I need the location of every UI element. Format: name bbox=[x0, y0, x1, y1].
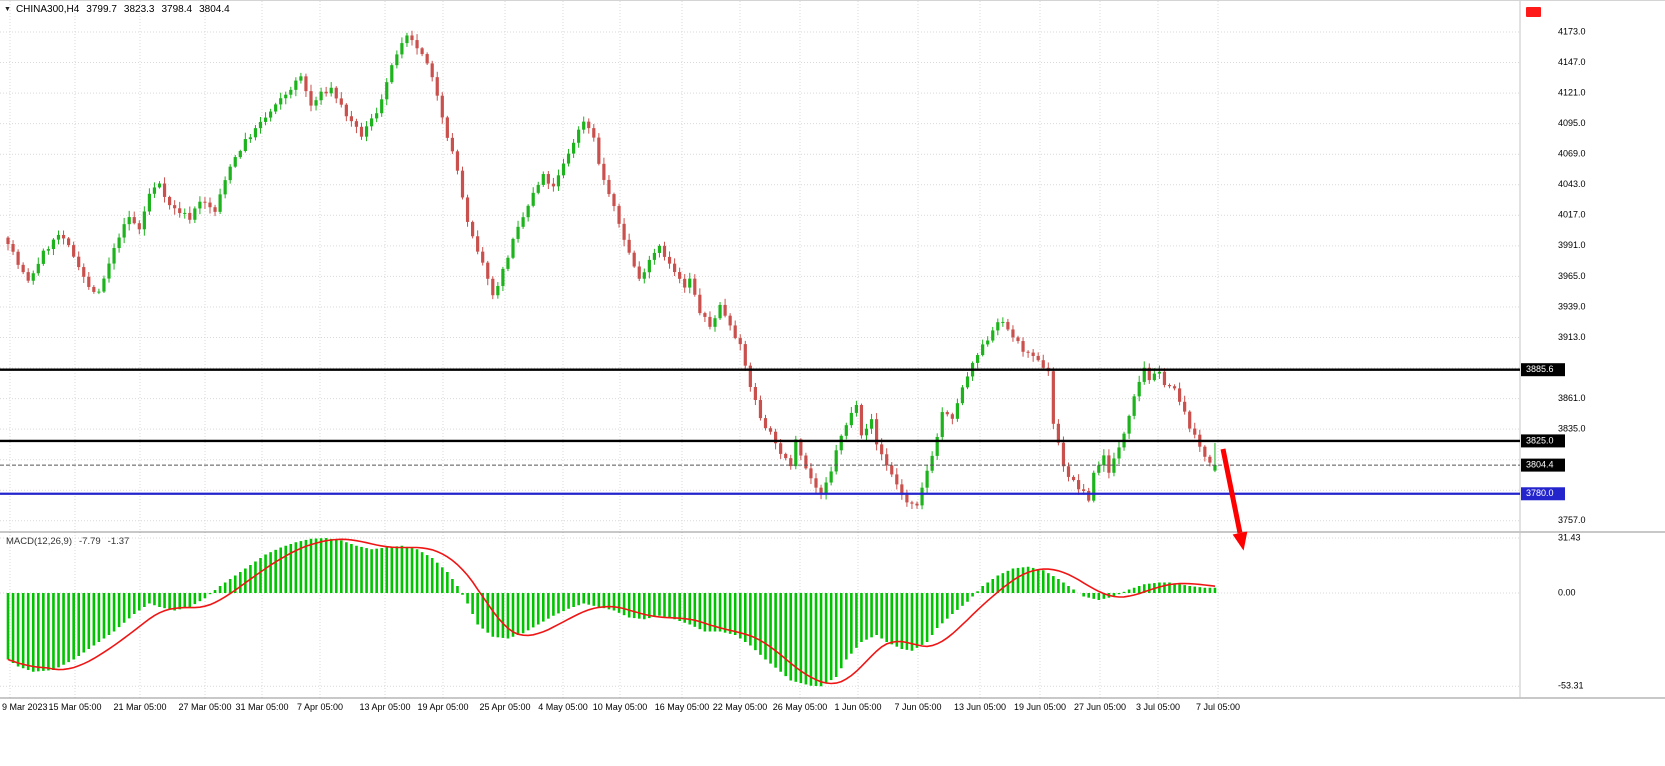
svg-text:0.00: 0.00 bbox=[1558, 587, 1576, 597]
svg-text:22 May 05:00: 22 May 05:00 bbox=[713, 702, 768, 712]
svg-text:31 Mar 05:00: 31 Mar 05:00 bbox=[235, 702, 288, 712]
red-square-marker bbox=[1526, 7, 1541, 17]
macd-value-signal: -1.37 bbox=[107, 536, 130, 547]
svg-text:25 Apr 05:00: 25 Apr 05:00 bbox=[479, 702, 530, 712]
svg-text:9 Mar 2023: 9 Mar 2023 bbox=[2, 702, 48, 712]
macd-indicator-label: MACD(12,26,9) -7.79 -1.37 bbox=[6, 536, 129, 547]
macd-histogram bbox=[6, 538, 1217, 687]
price-axis[interactable]: 4173.0 4147.0 4121.0 4095.0 4069.0 4043.0 4017… bbox=[1558, 26, 1586, 690]
svg-text:19 Apr 05:00: 19 Apr 05:00 bbox=[417, 702, 468, 712]
svg-text:4069.0: 4069.0 bbox=[1558, 149, 1586, 159]
ohlc-low: 3798.4 bbox=[161, 4, 193, 15]
macd-signal-line bbox=[7, 538, 1216, 685]
svg-text:26 May 05:00: 26 May 05:00 bbox=[773, 702, 828, 712]
candles-layer bbox=[6, 30, 1217, 510]
price-badge bbox=[1521, 363, 1565, 377]
svg-text:13 Jun 05:00: 13 Jun 05:00 bbox=[954, 702, 1006, 712]
symbol-name: CHINA300,H4 bbox=[15, 4, 80, 15]
price-badges: 3885.6 3825.0 3780.0 3804.4 bbox=[1521, 363, 1565, 501]
ohlc-high: 3823.3 bbox=[123, 4, 155, 15]
svg-text:7 Jun 05:00: 7 Jun 05:00 bbox=[894, 702, 941, 712]
svg-text:7 Apr 05:00: 7 Apr 05:00 bbox=[297, 702, 343, 712]
svg-text:13 Apr 05:00: 13 Apr 05:00 bbox=[359, 702, 410, 712]
svg-text:4043.0: 4043.0 bbox=[1558, 179, 1586, 189]
ohlc-close: 3804.4 bbox=[199, 4, 230, 15]
svg-text:19 Jun 05:00: 19 Jun 05:00 bbox=[1014, 702, 1066, 712]
svg-text:3885.6: 3885.6 bbox=[1526, 364, 1554, 374]
grid-layer bbox=[0, 1, 1520, 698]
svg-text:4095.0: 4095.0 bbox=[1558, 118, 1586, 128]
ohlc-open: 3799.7 bbox=[86, 4, 117, 15]
horizontal-lines[interactable] bbox=[0, 368, 1520, 495]
svg-text:15 Mar 05:00: 15 Mar 05:00 bbox=[48, 702, 101, 712]
svg-text:1 Jun 05:00: 1 Jun 05:00 bbox=[834, 702, 881, 712]
macd-name: MACD(12,26,9) bbox=[6, 536, 72, 547]
macd-value-main: -7.79 bbox=[79, 536, 101, 547]
svg-text:3939.0: 3939.0 bbox=[1558, 301, 1586, 311]
symbol-ohlc-label: ▼ CHINA300,H4 3799.7 3823.3 3798.4 3804.… bbox=[4, 4, 230, 15]
symbol-dropdown-icon[interactable]: ▼ bbox=[4, 6, 11, 13]
time-axis[interactable]: 9 Mar 2023 15 Mar 05:00 21 Mar 05:00 27 Mar… bbox=[2, 702, 1240, 712]
svg-text:31.43: 31.43 bbox=[1558, 532, 1581, 542]
svg-text:-53.31: -53.31 bbox=[1558, 681, 1584, 691]
svg-text:4147.0: 4147.0 bbox=[1558, 57, 1586, 67]
price-badge bbox=[1521, 487, 1565, 501]
svg-text:3991.0: 3991.0 bbox=[1558, 240, 1586, 250]
svg-text:3861.0: 3861.0 bbox=[1558, 393, 1586, 403]
svg-text:4 May 05:00: 4 May 05:00 bbox=[538, 702, 588, 712]
svg-text:4121.0: 4121.0 bbox=[1558, 87, 1586, 97]
svg-text:10 May 05:00: 10 May 05:00 bbox=[593, 702, 648, 712]
annotation-arrow[interactable] bbox=[1220, 448, 1248, 551]
svg-text:27 Mar 05:00: 27 Mar 05:00 bbox=[178, 702, 231, 712]
svg-text:3913.0: 3913.0 bbox=[1558, 332, 1586, 342]
svg-text:4173.0: 4173.0 bbox=[1558, 26, 1586, 36]
svg-text:7 Jul 05:00: 7 Jul 05:00 bbox=[1196, 702, 1240, 712]
svg-text:3825.0: 3825.0 bbox=[1526, 435, 1554, 445]
svg-text:4017.0: 4017.0 bbox=[1558, 210, 1586, 220]
svg-text:3804.4: 3804.4 bbox=[1526, 459, 1554, 469]
svg-text:3965.0: 3965.0 bbox=[1558, 271, 1586, 281]
svg-text:27 Jun 05:00: 27 Jun 05:00 bbox=[1074, 702, 1126, 712]
svg-text:16 May 05:00: 16 May 05:00 bbox=[655, 702, 710, 712]
svg-text:3835.0: 3835.0 bbox=[1558, 424, 1586, 434]
price-badge bbox=[1521, 434, 1565, 448]
svg-text:3 Jul 05:00: 3 Jul 05:00 bbox=[1136, 702, 1180, 712]
price-badge bbox=[1521, 458, 1565, 472]
svg-text:3757.0: 3757.0 bbox=[1558, 515, 1586, 525]
pane-separators bbox=[0, 1, 1665, 699]
svg-text:3780.0: 3780.0 bbox=[1526, 488, 1554, 498]
svg-text:21 Mar 05:00: 21 Mar 05:00 bbox=[113, 702, 166, 712]
